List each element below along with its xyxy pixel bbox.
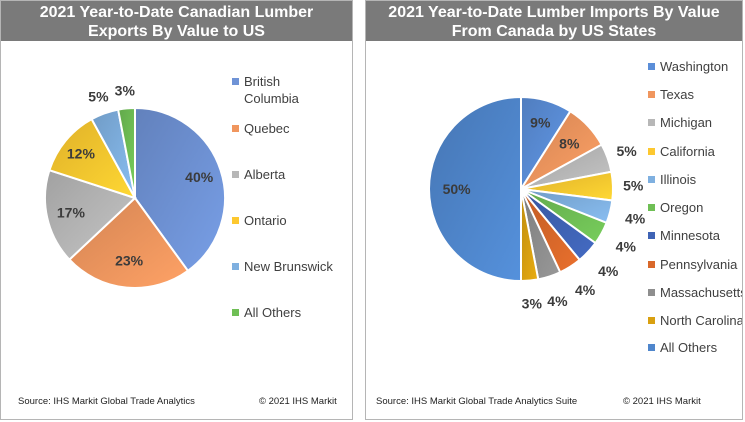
right-legend-swatch-michigan — [648, 119, 655, 126]
right-chart-title-line2: From Canada by US States — [451, 23, 657, 40]
left-slice-alberta — [44, 168, 137, 262]
right-legend-swatch-oregon — [648, 204, 655, 211]
right-data-label-oregon: 4% — [616, 239, 637, 255]
left-data-label-british-columbia: 40% — [185, 169, 214, 185]
left-data-label-all-others: 3% — [115, 83, 136, 99]
left-legend-label-quebec: Quebec — [244, 121, 290, 136]
left-data-label-ontario: 12% — [67, 145, 96, 161]
right-legend-label-michigan: Michigan — [660, 115, 712, 130]
left-legend-label-alberta: Alberta — [244, 167, 286, 182]
right-legend-label-washington: Washington — [660, 59, 728, 74]
left-legend-swatch-new-brunswick — [232, 263, 239, 270]
right-chart-title-line1: 2021 Year-to-Date Lumber Imports By Valu… — [388, 4, 720, 21]
right-legend-swatch-all-others — [648, 344, 655, 351]
left-legend-label-ontario: Ontario — [244, 213, 287, 228]
left-legend-label-all-others: All Others — [244, 305, 302, 320]
right-legend-label-all-others: All Others — [660, 340, 718, 355]
right-data-label-pennsylvania: 4% — [575, 282, 596, 298]
right-legend-swatch-california — [648, 148, 655, 155]
right-data-label-massachusetts: 4% — [547, 293, 568, 309]
right-data-label-all-others: 50% — [443, 181, 472, 197]
left-legend-swatch-alberta — [232, 171, 239, 178]
right-legend-label-illinois: Illinois — [660, 172, 697, 187]
left-slice-british-columbia — [134, 106, 226, 273]
right-legend-swatch-minnesota — [648, 232, 655, 239]
right-data-label-texas: 8% — [559, 136, 580, 152]
right-legend-label-massachusetts: Massachusetts — [660, 285, 742, 300]
left-legend-label-british-columbia: British Columbia — [244, 74, 300, 106]
left-data-label-new-brunswick: 5% — [88, 88, 109, 104]
right-pie-chart: 9%8% 5%5%4%4%4%4%4%3%50%WashingtonTexasMi… — [428, 59, 742, 355]
right-legend-label-minnesota: Minnesota — [660, 228, 721, 243]
right-legend-swatch-washington — [648, 63, 655, 70]
right-legend-swatch-texas — [648, 91, 655, 98]
left-source-note: Source: IHS Markit Global Trade Analytic… — [18, 396, 195, 407]
right-data-label-minnesota: 4% — [598, 263, 619, 279]
left-legend-swatch-quebec — [232, 125, 239, 132]
right-data-label-north-carolina: 3% — [522, 296, 543, 312]
right-legend-swatch-illinois — [648, 176, 655, 183]
right-legend-label-north-carolina: North Carolina — [660, 313, 742, 328]
right-legend-swatch-massachusetts — [648, 289, 655, 296]
right-legend-swatch-pennsylvania — [648, 261, 655, 268]
left-chart-title-line1: 2021 Year-to-Date Canadian Lumber — [39, 4, 314, 21]
right-slice-all-others — [428, 95, 522, 283]
left-data-label-alberta: 17% — [57, 204, 86, 220]
right-legend-label-oregon: Oregon — [660, 200, 703, 215]
right-data-label-california: 5% — [623, 178, 644, 194]
right-chart-panel: 2021 Year-to-Date Lumber Imports By Valu… — [365, 0, 743, 420]
left-chart-panel: 2021 Year-to-Date Canadian Lumber Export… — [0, 0, 353, 420]
left-slice-ontario — [48, 117, 138, 200]
right-legend-label-texas: Texas — [660, 87, 694, 102]
left-legend-swatch-all-others — [232, 309, 239, 316]
right-data-label-michigan: 5% — [616, 143, 637, 159]
left-legend-swatch-british-columbia — [232, 78, 239, 85]
left-pie-chart: 40% 23% 17% 12% 5% 3% British Columbia Quebec Alb… — [44, 74, 333, 320]
right-data-label-washington: 9% — [530, 115, 551, 131]
left-legend-label-new-brunswick: New Brunswick — [244, 259, 333, 274]
left-chart-title-line2: Exports By Value to US — [88, 23, 265, 40]
right-chart-title: 2021 Year-to-Date Lumber Imports By Valu… — [366, 1, 742, 41]
right-legend-label-pennsylvania: Pennsylvania — [660, 257, 738, 272]
left-data-label-quebec: 23% — [115, 253, 144, 269]
right-data-label-illinois: 4% — [625, 210, 646, 226]
left-slice-all-others — [116, 106, 136, 199]
right-copyright: © 2021 IHS Markit — [623, 396, 701, 407]
right-legend-label-california: California — [660, 144, 716, 159]
right-legend-swatch-north-carolina — [648, 317, 655, 324]
left-copyright: © 2021 IHS Markit — [259, 396, 337, 407]
left-legend-swatch-ontario — [232, 217, 239, 224]
left-chart-title: 2021 Year-to-Date Canadian Lumber Export… — [1, 1, 352, 41]
right-source-note: Source: IHS Markit Global Trade Analytic… — [376, 396, 578, 407]
left-slice-quebec — [67, 196, 190, 289]
